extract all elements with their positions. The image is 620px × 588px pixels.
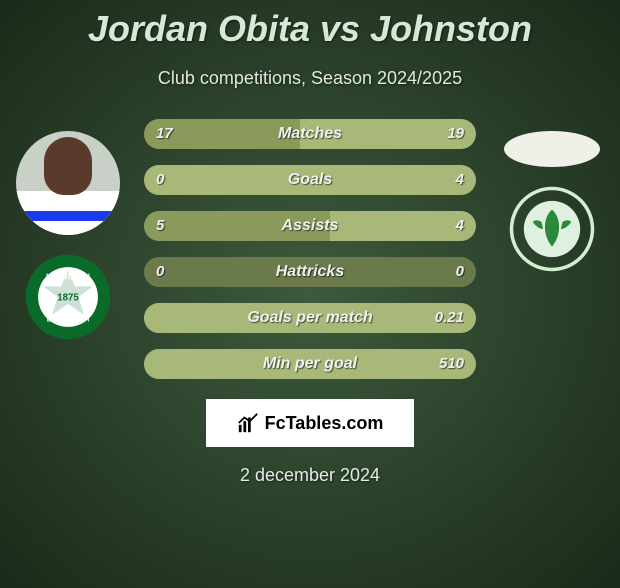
stats-container: 17 Matches 19 0 Goals 4 5 Assists 4 0 Hattricks 0 Go… <box>128 119 492 395</box>
stat-label: Goals per match <box>247 309 372 327</box>
stat-label: Min per goal <box>263 355 357 373</box>
stat-value-right: 4 <box>456 211 464 241</box>
avatar-stripe-left <box>16 211 120 221</box>
stat-row: 5 Assists 4 <box>144 211 476 241</box>
stat-value-left: 0 <box>156 165 164 195</box>
stat-fill-right <box>330 211 476 241</box>
date-text: 2 december 2024 <box>0 465 620 486</box>
page-title: Jordan Obita vs Johnston <box>0 8 620 50</box>
stat-label: Hattricks <box>276 263 344 281</box>
brand-label: FcTables.com <box>265 413 384 434</box>
stat-label: Matches <box>278 125 342 143</box>
stat-value-right: 0.21 <box>435 303 464 333</box>
left-club-badge-icon: HIBERNIAN EDINBURGH 1875 <box>24 253 112 341</box>
stat-row: Min per goal 510 <box>144 349 476 379</box>
page-subtitle: Club competitions, Season 2024/2025 <box>0 68 620 89</box>
brand-logo-icon <box>237 412 259 434</box>
brand-badge: FcTables.com <box>206 399 414 447</box>
stat-value-left: 0 <box>156 257 164 287</box>
stat-value-right: 19 <box>447 119 464 149</box>
stat-row: 0 Hattricks 0 <box>144 257 476 287</box>
svg-text:EDINBURGH: EDINBURGH <box>47 317 90 324</box>
comparison-main: HIBERNIAN EDINBURGH 1875 17 Matches 19 0 Goa… <box>0 119 620 395</box>
right-club-badge-icon <box>508 185 596 273</box>
stat-value-right: 0 <box>456 257 464 287</box>
stat-row: 17 Matches 19 <box>144 119 476 149</box>
stat-value-left: 17 <box>156 119 173 149</box>
stat-label: Goals <box>288 171 332 189</box>
left-player-column: HIBERNIAN EDINBURGH 1875 <box>8 119 128 395</box>
stat-row: 0 Goals 4 <box>144 165 476 195</box>
svg-text:1875: 1875 <box>57 293 79 304</box>
stat-value-left: 5 <box>156 211 164 241</box>
svg-text:HIBERNIAN: HIBERNIAN <box>46 272 90 281</box>
right-player-shirt-icon <box>504 131 600 167</box>
stat-value-right: 4 <box>456 165 464 195</box>
right-player-column <box>492 119 612 395</box>
avatar-face-left <box>44 137 92 195</box>
stat-row: Goals per match 0.21 <box>144 303 476 333</box>
stat-value-right: 510 <box>439 349 464 379</box>
left-player-avatar <box>16 131 120 235</box>
stat-label: Assists <box>282 217 339 235</box>
